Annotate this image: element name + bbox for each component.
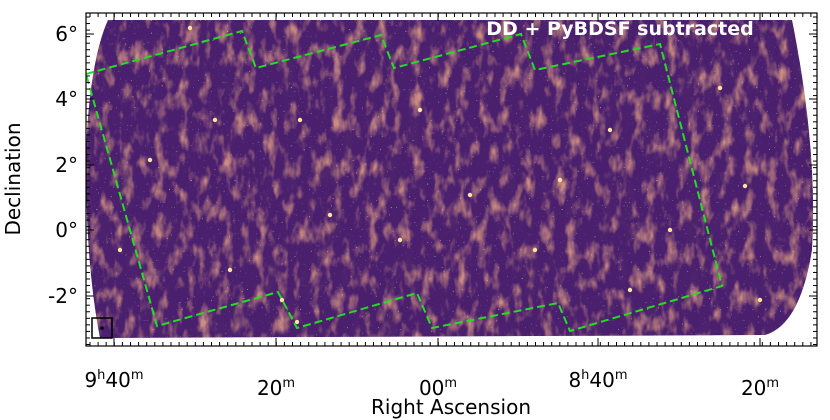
x-axis-label: Right Ascension [371, 395, 531, 419]
point-source [532, 247, 538, 253]
dec-tick-label: 4° [55, 87, 78, 111]
map-title: DD + PyBDSF subtracted [486, 18, 753, 40]
major-ticks [86, 13, 817, 346]
minor-ticks [86, 13, 817, 346]
point-source [607, 127, 613, 133]
point-source [467, 192, 473, 198]
point-source [417, 107, 423, 113]
dec-tick-labels: 6° 4° 2° 0° -2° [48, 22, 78, 308]
y-axis-label: Declination [1, 122, 25, 235]
ra-tick-label: 9h40m [84, 368, 143, 392]
point-source [742, 183, 748, 189]
point-source [757, 297, 763, 303]
radio-map-image [86, 20, 814, 339]
ra-tick-label: 00m [419, 376, 457, 400]
point-source [667, 227, 673, 233]
point-source [297, 117, 303, 123]
beam-marker [91, 317, 113, 339]
point-source [187, 25, 193, 31]
ra-tick-label: 20m [741, 376, 779, 400]
ra-tick-labels: 9h40m 20m 00m 8h40m 20m [84, 368, 779, 400]
ra-tick-label: 8h40m [568, 368, 627, 392]
point-source [117, 247, 123, 253]
point-source [717, 85, 723, 91]
point-source [397, 237, 403, 243]
beam-dot [100, 326, 104, 330]
dec-tick-label: 0° [55, 218, 78, 242]
bright-sources [117, 25, 763, 325]
point-source [212, 117, 218, 123]
dec-tick-label: -2° [48, 284, 78, 308]
point-source [557, 177, 563, 183]
point-source [294, 319, 300, 325]
plot-frame [85, 12, 818, 347]
point-source [279, 297, 285, 303]
dec-tick-label: 2° [55, 153, 78, 177]
point-source [147, 157, 153, 163]
point-source [227, 267, 233, 273]
ra-tick-label: 20m [257, 376, 295, 400]
point-source [627, 287, 633, 293]
point-source [327, 212, 333, 218]
survey-footprint-outline [86, 29, 724, 333]
dec-tick-label: 6° [55, 22, 78, 46]
